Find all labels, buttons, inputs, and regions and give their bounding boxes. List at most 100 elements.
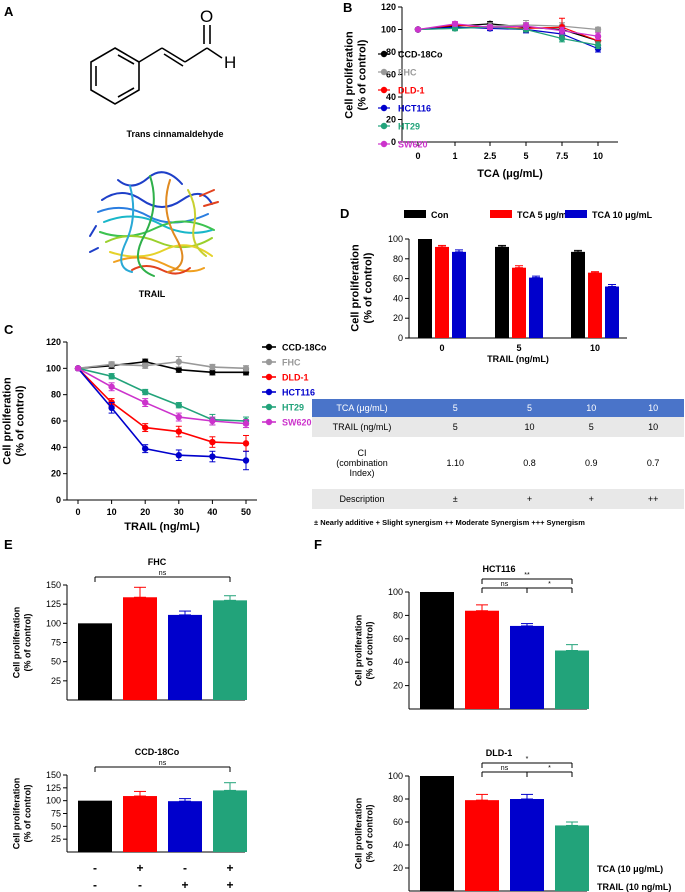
trail-sign: + (226, 878, 233, 892)
ci-row-label: TCA (μg/mL) (312, 399, 412, 417)
data-point (451, 20, 459, 28)
y-tick-label: 0 (398, 333, 403, 343)
ci-table-row: TCA (μg/mL) 5 5 10 10 (312, 399, 684, 417)
legend-marker (265, 418, 273, 426)
y-tick-label: 125 (46, 783, 61, 793)
y-tick-label: 80 (51, 390, 61, 400)
legend-label: TCA 5 μg/mL (517, 210, 573, 220)
y-axis-title: Cell proliferation (2, 377, 14, 465)
bar (168, 801, 202, 852)
x-tick-label: 0 (415, 151, 420, 161)
ci-cell: ± (412, 489, 499, 509)
data-point (486, 24, 494, 31)
ci-cell: 10 (622, 399, 684, 417)
y-tick-label: 50 (51, 821, 61, 831)
y-tick-label: 0 (391, 137, 396, 147)
y-axis-title: (% of control) (363, 252, 375, 323)
y-tick-label: 25 (51, 834, 61, 844)
y-axis-title: Cell proliferation (344, 31, 356, 119)
legend-label: HCT116 (398, 104, 431, 114)
significance-label: ns (159, 760, 167, 767)
series-line (77, 367, 247, 422)
chart-title: DLD-1 (486, 748, 513, 758)
bar (78, 623, 112, 700)
chart-f-hct116: 20 40 60 80 100 HCT116 Cell proliferation (% of… (354, 564, 589, 710)
legend-label: CCD-18Co (398, 50, 443, 60)
y-tick-label: 80 (393, 254, 403, 264)
data-point (175, 358, 182, 365)
chart-e-fhc: 25 50 75 100 125 150 FHC Cell proliferation (% o… (12, 557, 247, 701)
data-point (242, 440, 250, 447)
y-tick-label: 100 (381, 25, 396, 35)
ci-cell: 0.7 (646, 458, 660, 468)
y-tick-label: 100 (388, 587, 403, 597)
bar (605, 286, 619, 338)
y-axis-title: Cell proliferation (350, 244, 362, 332)
x-tick-label: 10 (593, 151, 603, 161)
series-line (77, 367, 247, 425)
y-tick-label: 60 (393, 274, 403, 284)
y-tick-label: 80 (386, 47, 396, 57)
y-tick-label: 120 (381, 2, 396, 12)
data-point (142, 388, 149, 396)
legend-marker (380, 86, 388, 94)
legend-label: CCD-18Co (282, 343, 327, 353)
panel-letter-b: B (343, 0, 352, 15)
data-point (175, 452, 182, 459)
ci-row-label: CI (combination Index) (336, 448, 388, 478)
chart-d: D 0 20 40 60 80 100 0 5 10 TRAIL (ng/mL) Cell proli… (340, 206, 653, 364)
data-point (209, 438, 216, 446)
bar (571, 251, 585, 338)
data-point (175, 428, 182, 435)
ci-cell: 0.9 (585, 458, 598, 468)
chart-e-ccd: 25 50 75 100 125 150 CCD-18Co Cell proliferatio… (12, 747, 247, 853)
y-tick-label: 0 (56, 495, 61, 505)
tca-sign: - (93, 861, 97, 875)
bar (510, 625, 544, 709)
ci-cell: 1.10 (446, 458, 465, 468)
bar (420, 776, 454, 891)
significance-label: ns (159, 570, 167, 577)
x-tick-label: 7.5 (556, 151, 569, 161)
tca-sign: - (183, 861, 187, 875)
x-tick-label: 40 (207, 507, 217, 517)
treatment-rows: --+--+++--+--+++ (93, 861, 576, 892)
data-point (142, 445, 149, 452)
chart-title: FHC (148, 557, 167, 567)
legend-label: HT29 (398, 122, 420, 132)
legend-marker (380, 140, 388, 148)
x-tick-label: 20 (140, 507, 150, 517)
legend-label: DLD-1 (282, 373, 309, 383)
panel-letter-a: A (4, 4, 14, 19)
y-tick-label: 100 (388, 771, 403, 781)
data-point (558, 35, 566, 42)
ci-cell: 5 (498, 399, 561, 417)
trail-protein-image (89, 171, 219, 277)
panel-letter-e: E (4, 537, 13, 552)
legend-marker (265, 358, 273, 366)
data-point (175, 413, 182, 421)
y-tick-label: 60 (393, 817, 403, 827)
legend-marker (380, 50, 388, 58)
data-point (594, 26, 602, 33)
legend-marker (265, 403, 273, 411)
x-axis-title: TRAIL (ng/mL) (487, 354, 549, 364)
data-point (594, 42, 602, 49)
y-tick-label: 125 (46, 599, 61, 609)
y-axis-title: (% of control) (15, 385, 27, 456)
y-tick-label: 20 (393, 313, 403, 323)
legend-label: DLD-1 (398, 86, 425, 96)
cinnamaldehyde-structure (90, 25, 223, 105)
x-tick-label: 30 (174, 507, 184, 517)
ci-table-row: TRAIL (ng/mL) 5 10 5 10 (312, 417, 684, 437)
y-tick-label: 60 (51, 416, 61, 426)
legend-label: FHC (282, 358, 301, 368)
chart-title: HCT116 (482, 564, 515, 574)
y-tick-label: 20 (393, 681, 403, 691)
legend-label: HT29 (282, 403, 304, 413)
ci-table-row: Description ± + + ++ (312, 489, 684, 509)
y-tick-label: 150 (46, 580, 61, 590)
bar (588, 272, 602, 338)
data-point (242, 420, 250, 427)
